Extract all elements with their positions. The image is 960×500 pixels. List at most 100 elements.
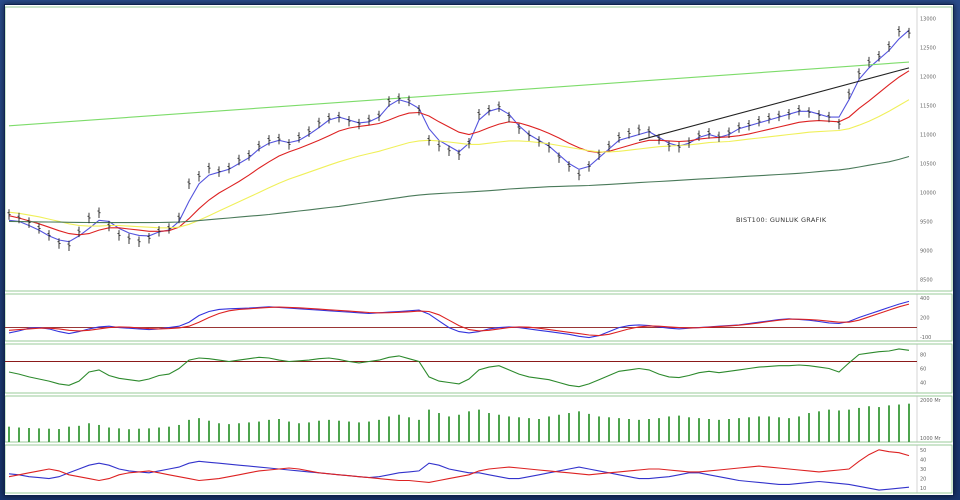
volume-bar <box>428 409 430 442</box>
volume-bar <box>78 425 80 442</box>
y-tick-label-macd: 400 <box>920 296 930 302</box>
volume-bar <box>348 421 350 442</box>
volume-bar <box>818 411 820 442</box>
volume-bar <box>38 428 40 442</box>
volume-bar <box>358 422 360 442</box>
volume-bar <box>208 420 210 442</box>
volume-bar <box>908 403 910 442</box>
series-line-rsi-0 <box>8 348 910 388</box>
panel-border-macd <box>5 293 953 342</box>
y-tick-label-price: 10500 <box>920 161 936 167</box>
y-tick-label-price: 12500 <box>920 46 936 52</box>
volume-bar <box>848 409 850 442</box>
volume-bar <box>528 418 530 442</box>
y-tick-label-dmi: 40 <box>920 457 926 463</box>
y-tick-label-price: 8500 <box>920 277 933 283</box>
series-line-price-3 <box>8 155 910 224</box>
volume-bar <box>828 409 830 442</box>
volume-bar <box>288 421 290 442</box>
volume-bar <box>798 416 800 442</box>
volume-bar <box>398 414 400 442</box>
volume-bar <box>468 411 470 442</box>
volume-bar <box>168 426 170 442</box>
series-line-macd-0 <box>8 300 910 339</box>
volume-bar <box>478 409 480 442</box>
trendline-0 <box>8 61 910 127</box>
volume-bar <box>108 427 110 442</box>
series-line-macd-1 <box>8 303 910 337</box>
y-tick-label-rsi: 40 <box>920 381 926 387</box>
y-tick-label-price: 10000 <box>920 190 936 196</box>
volume-bar <box>578 411 580 442</box>
volume-bar <box>558 414 560 442</box>
volume-bar <box>718 419 720 442</box>
volume-bar <box>608 417 610 442</box>
y-tick-label-dmi: 10 <box>920 486 926 492</box>
volume-bar <box>418 419 420 442</box>
y-tick-label-rsi: 80 <box>920 353 926 359</box>
volume-bar <box>668 416 670 442</box>
volume-bar <box>708 419 710 442</box>
volume-bar <box>118 428 120 442</box>
volume-bar <box>538 419 540 442</box>
volume-bar <box>338 420 340 442</box>
volume-bar <box>378 419 380 442</box>
volume-bar <box>298 423 300 442</box>
volume-bar <box>838 410 840 442</box>
rsi-panel: 80 60 40 <box>5 343 953 394</box>
panel-border-dmi <box>5 444 953 494</box>
y-tick-label-price: 11000 <box>920 133 936 139</box>
volume-bar <box>268 419 270 442</box>
volume-bar <box>628 419 630 442</box>
volume-bar <box>28 428 30 442</box>
volume-bar <box>888 405 890 442</box>
volume-bar <box>728 419 730 442</box>
y-tick-label-dmi: 50 <box>920 448 926 454</box>
volume-bar <box>198 418 200 442</box>
volume-bar <box>98 424 100 442</box>
trendline-1 <box>638 67 910 141</box>
y-tick-label-price: 9500 <box>920 219 933 225</box>
y-tick-label-rsi: 60 <box>920 367 926 373</box>
price-panel: 8500 9000 9500 10000 10500 11000 11500 12000 125… <box>5 6 953 292</box>
volume-bar <box>588 413 590 442</box>
volume-bar <box>858 407 860 442</box>
macd-panel: 400 200 -100 <box>5 293 953 342</box>
volume-bar <box>878 407 880 442</box>
volume-bar <box>808 413 810 442</box>
y-tick-label-price: 11500 <box>920 104 936 110</box>
y-tick-label-dmi: 20 <box>920 477 926 483</box>
volume-bar <box>248 422 250 442</box>
chart-panel: 8500 9000 9500 10000 10500 11000 11500 12000 125… <box>4 4 954 496</box>
volume-bar <box>438 413 440 442</box>
volume-bar <box>128 429 130 442</box>
volume-bar <box>898 404 900 442</box>
volume-bar <box>218 423 220 442</box>
y-tick-label-price: 12000 <box>920 75 936 81</box>
volume-bar <box>488 413 490 442</box>
volume-bar <box>328 419 330 442</box>
volume-bar <box>238 423 240 442</box>
volume-bar <box>568 413 570 442</box>
volume-bar <box>8 426 10 442</box>
volume-bar <box>448 416 450 442</box>
volume-bar <box>388 416 390 442</box>
volume-bar <box>678 415 680 442</box>
volume-bar <box>518 417 520 442</box>
volume-bar <box>458 414 460 442</box>
volume-bar <box>318 420 320 442</box>
chart-title: BIST100: GUNLUK GRAFIK <box>736 216 827 224</box>
panel-border-rsi <box>5 343 953 394</box>
volume-bar <box>658 418 660 442</box>
volume-bar <box>88 423 90 442</box>
series-line-dmi-0 <box>8 460 910 491</box>
volume-bar <box>788 418 790 442</box>
volume-bar <box>648 419 650 442</box>
y-tick-label-macd: -100 <box>920 335 931 341</box>
volume-bar <box>688 417 690 442</box>
volume-bar <box>768 416 770 442</box>
volume-bar <box>368 421 370 442</box>
volume-bar <box>258 421 260 442</box>
volume-bar <box>698 418 700 442</box>
